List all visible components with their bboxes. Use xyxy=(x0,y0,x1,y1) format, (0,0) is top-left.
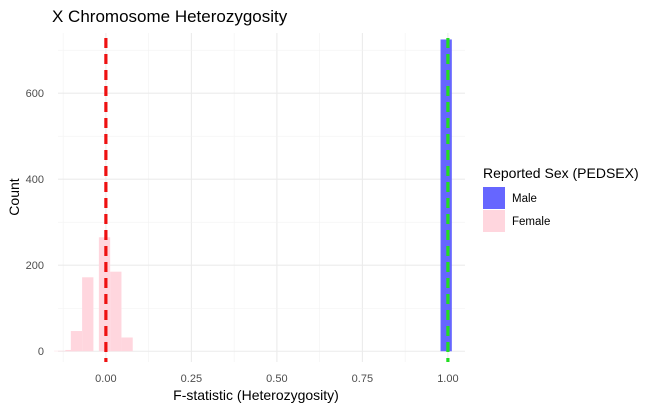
x-tick-label: 0.00 xyxy=(95,373,116,385)
bar-female xyxy=(82,277,94,352)
x-tick-label: 0.75 xyxy=(352,373,373,385)
y-axis-ticks: 0 200 400 600 xyxy=(26,88,44,358)
legend-key-male xyxy=(483,187,505,209)
bar-female xyxy=(70,331,83,352)
bar-male xyxy=(440,39,452,352)
reference-lines xyxy=(104,38,450,362)
legend-title: Reported Sex (PEDSEX) xyxy=(483,165,639,181)
y-tick-label: 600 xyxy=(26,88,44,100)
bar-female xyxy=(110,271,122,352)
x-tick-label: 1.00 xyxy=(437,373,458,385)
legend-label-female: Female xyxy=(512,216,550,228)
legend-key-female xyxy=(483,210,505,232)
x-tick-label: 0.25 xyxy=(181,373,202,385)
x-tick-label: 0.50 xyxy=(266,373,287,385)
y-tick-label: 200 xyxy=(26,260,44,272)
y-tick-label: 0 xyxy=(38,346,44,358)
legend: Reported Sex (PEDSEX) Male Female xyxy=(483,165,639,232)
x-axis-ticks: 0.00 0.25 0.50 0.75 1.00 xyxy=(95,373,458,385)
legend-label-male: Male xyxy=(512,193,537,205)
chart-title: X Chromosome Heterozygosity xyxy=(52,7,288,26)
y-axis-label: Count xyxy=(6,178,22,215)
bar-female xyxy=(121,337,133,352)
bars xyxy=(54,39,452,352)
x-axis-label: F-statistic (Heterozygosity) xyxy=(173,387,339,403)
y-tick-label: 400 xyxy=(26,174,44,186)
